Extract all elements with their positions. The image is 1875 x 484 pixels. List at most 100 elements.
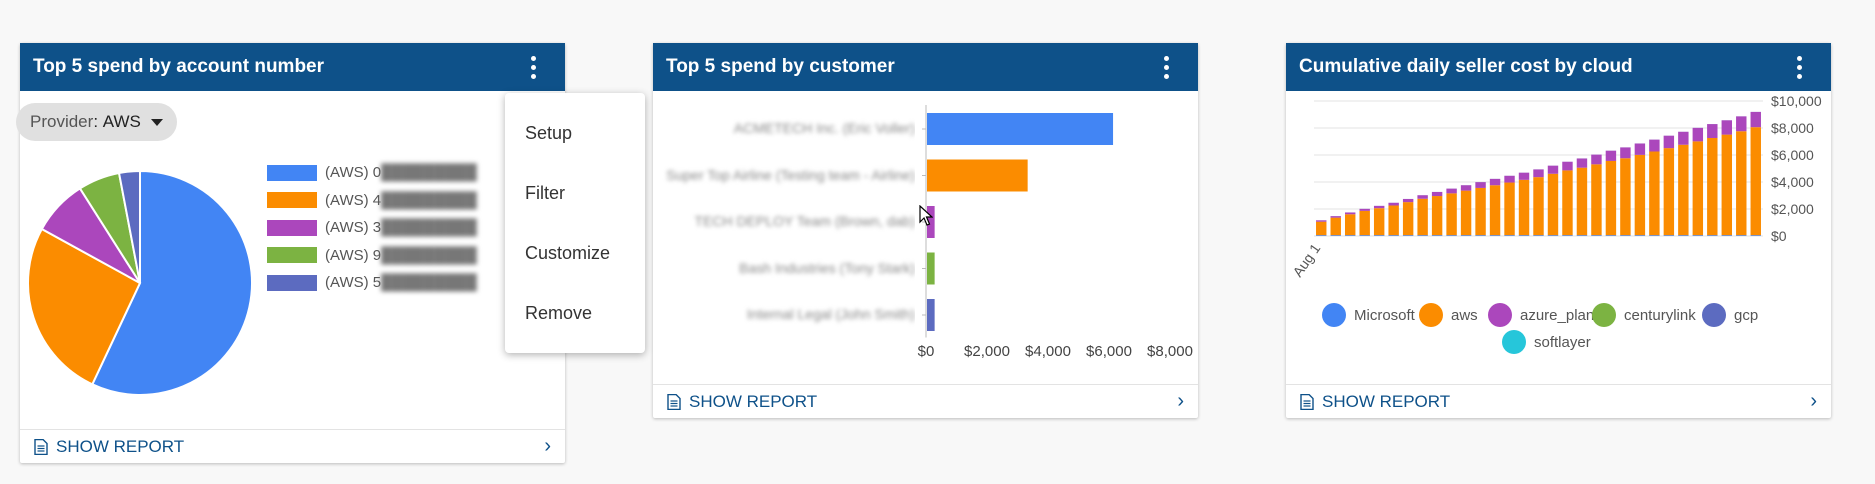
stacked-bar-segment — [1620, 147, 1631, 159]
legend-label: azure_plan — [1520, 306, 1595, 324]
x-tick-label: $4,000 — [1025, 343, 1071, 360]
show-report-link[interactable]: SHOW REPORT › — [653, 384, 1198, 418]
stacked-bar-segment — [1359, 235, 1370, 236]
stacked-bar-segment — [1417, 198, 1428, 236]
document-icon — [1300, 393, 1314, 410]
card-title: Cumulative daily seller cost by cloud — [1299, 56, 1633, 77]
legend-item: softlayer — [1502, 330, 1591, 354]
stacked-bar-segment — [1373, 205, 1385, 209]
y-tick-label: $4,000 — [1771, 174, 1814, 190]
stacked-bar-chart: $0 $2,000 $4,000 $6,000 $8,000 $10,000 Aug 1 — [1289, 93, 1822, 280]
legend-item: (AWS) 3 █████████ — [267, 219, 477, 236]
stacked-bar-segment — [1402, 199, 1414, 203]
stacked-bar-segment — [1475, 235, 1486, 236]
stacked-bar-segment — [1316, 220, 1327, 222]
stacked-bar-segment — [1504, 175, 1515, 183]
stacked-bar-segment — [1359, 208, 1370, 211]
stacked-bar-segment — [1547, 235, 1559, 236]
provider-filter-chip[interactable]: Provider: AWS — [16, 103, 177, 141]
document-icon — [667, 393, 681, 410]
footer-label: SHOW REPORT — [1322, 391, 1451, 411]
stacked-bar-segment — [1359, 210, 1370, 236]
legend-item: (AWS) 5 █████████ — [267, 274, 477, 291]
menu-item-remove[interactable]: Remove — [525, 303, 593, 323]
dropdown-caret-icon — [150, 118, 163, 126]
bar — [927, 206, 935, 238]
legend-dot — [1419, 303, 1443, 327]
stacked-bar-segment — [1431, 191, 1443, 197]
legend-label: aws — [1451, 306, 1478, 324]
stacked-bar-segment — [1692, 141, 1704, 236]
stacked-bar-segment — [1591, 164, 1602, 236]
footer-label: SHOW REPORT — [689, 391, 818, 411]
legend-item: (AWS) 4 █████████ — [267, 192, 477, 209]
legend-label: (AWS) 3 — [325, 219, 382, 236]
stacked-bar-segment — [1678, 144, 1689, 236]
legend-dot — [1488, 303, 1512, 327]
legend-label: (AWS) 4 — [325, 191, 382, 209]
menu-item-customize[interactable]: Customize — [525, 243, 611, 263]
stacked-bar-segment — [1562, 170, 1573, 236]
pie-slice — [90, 169, 253, 396]
stacked-bar-segment — [1446, 193, 1457, 236]
legend-dot — [1502, 330, 1526, 354]
legend-dot — [1322, 303, 1346, 327]
chevron-right-icon: › — [1810, 390, 1817, 412]
stacked-bar-segment — [1750, 127, 1761, 236]
stacked-bar-segment — [1649, 139, 1660, 152]
legend-swatch — [267, 192, 317, 208]
stacked-bar-segment — [1475, 187, 1486, 236]
bar — [927, 159, 1028, 192]
stacked-bar-segment — [1707, 124, 1718, 138]
card-title: Top 5 spend by account number — [33, 56, 325, 77]
y-tick-label: $10,000 — [1771, 93, 1822, 109]
stacked-bar-segment — [1316, 221, 1327, 236]
legend-label-redacted: █████████ — [381, 246, 477, 264]
stacked-bar-segment — [1692, 127, 1704, 142]
y-tick-label: $6,000 — [1771, 147, 1814, 163]
stacked-bar-segment — [1344, 214, 1356, 236]
stacked-bar-segment — [1388, 205, 1399, 236]
stacked-bar-segment — [1316, 235, 1327, 236]
stacked-bar-segment — [1562, 161, 1573, 171]
stacked-bar-segment — [1663, 135, 1675, 149]
stacked-bar-segment — [1736, 116, 1747, 132]
menu-item-filter[interactable]: Filter — [525, 183, 565, 203]
stacked-bar-segment — [1402, 202, 1414, 236]
stacked-bar-segment — [1373, 235, 1385, 236]
legend-label: centurylink — [1624, 306, 1696, 324]
stacked-bar-segment — [1678, 235, 1689, 236]
legend-dot — [1592, 303, 1616, 327]
stacked-bar-segment — [1489, 235, 1501, 236]
show-report-link[interactable]: SHOW REPORT › — [20, 429, 565, 463]
stacked-bar-segment — [1460, 235, 1472, 236]
stacked-bar-segment — [1591, 235, 1602, 236]
bar-category-label: Bash Industries (Tony Stark) — [739, 259, 915, 276]
stacked-bar-segment — [1576, 167, 1588, 236]
mouse-cursor-icon — [919, 205, 933, 226]
chip-value: AWS — [102, 112, 141, 131]
stacked-bar-segment — [1460, 185, 1472, 191]
legend-label: (AWS) 9 — [325, 246, 382, 264]
show-report-link[interactable]: SHOW REPORT › — [1286, 384, 1831, 418]
more-menu-icon[interactable] — [1146, 47, 1186, 87]
menu-item-setup[interactable]: Setup — [525, 123, 573, 143]
stacked-bar-segment — [1330, 217, 1341, 236]
stacked-bar-segment — [1547, 173, 1559, 236]
y-tick-label: $2,000 — [1771, 201, 1814, 217]
stacked-bar-segment — [1489, 178, 1501, 186]
stacked-bar-segment — [1460, 190, 1472, 236]
stacked-bar-segment — [1605, 160, 1617, 236]
x-tick-label: $0 — [918, 343, 935, 360]
stacked-bar-segment — [1750, 111, 1761, 128]
more-menu-icon[interactable] — [513, 47, 553, 87]
stacked-bar-segment — [1533, 177, 1544, 236]
x-tick-label: Aug 1 — [1289, 240, 1323, 279]
stacked-bar-segment — [1721, 134, 1733, 236]
bar — [927, 113, 1114, 145]
pie-chart — [27, 169, 253, 396]
more-menu-icon[interactable] — [1779, 47, 1819, 87]
stacked-bar-segment — [1417, 235, 1428, 236]
stacked-bar-segment — [1620, 158, 1631, 236]
card-header: Cumulative daily seller cost by cloud — [1286, 43, 1831, 91]
